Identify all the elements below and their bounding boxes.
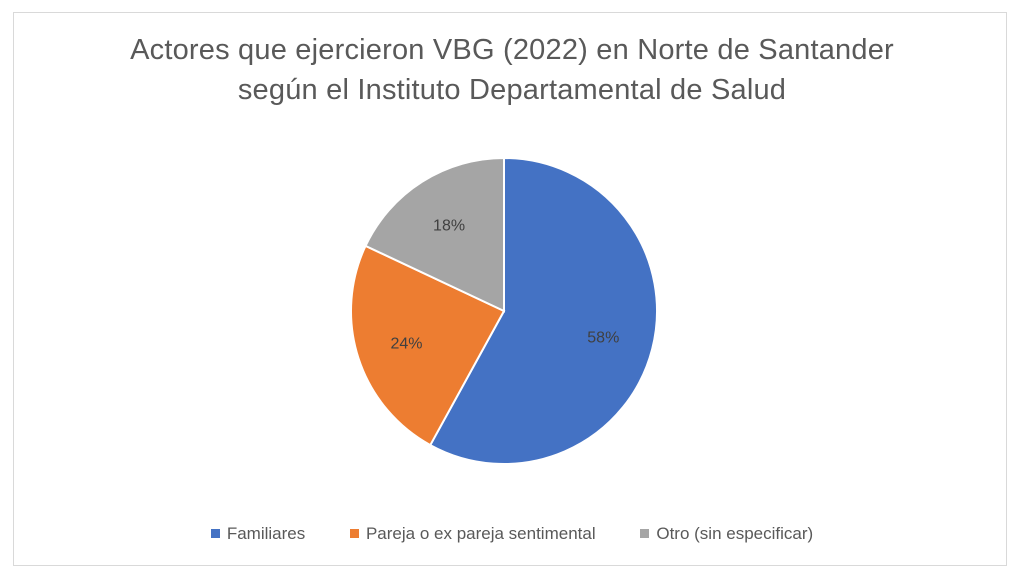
legend-label-otro: Otro (sin especificar) [656,523,814,543]
chart-title-line-2: según el Instituto Departamental de Salu… [237,74,787,106]
data-label-pareja: 24% [390,336,422,353]
chart-title-line-1: Actores que ejercieron VBG (2022) en Nor… [130,34,894,66]
legend-item-pareja: Pareja o ex pareja sentimental [349,523,596,544]
pie-slice-pareja [350,244,506,447]
legend-swatch-familiares [210,529,220,538]
legend-item-familiares: Familiares [210,523,306,544]
chart-legend: Familiares Pareja o ex pareja sentimenta… [0,523,1024,544]
chart-title: Actores que ejercieron VBG (2022) en Nor… [0,30,1024,110]
data-label-familiares: 58% [587,329,619,346]
pie-slice-otro [364,156,505,313]
legend-swatch-pareja [349,529,359,538]
legend-swatch-otro [640,529,650,538]
legend-label-familiares: Familiares [226,523,306,543]
pie-slice-familiares [428,156,658,465]
legend-label-pareja: Pareja o ex pareja sentimental [365,523,596,543]
legend-item-otro: Otro (sin especificar) [640,524,813,544]
data-label-otro: 18% [433,217,465,234]
